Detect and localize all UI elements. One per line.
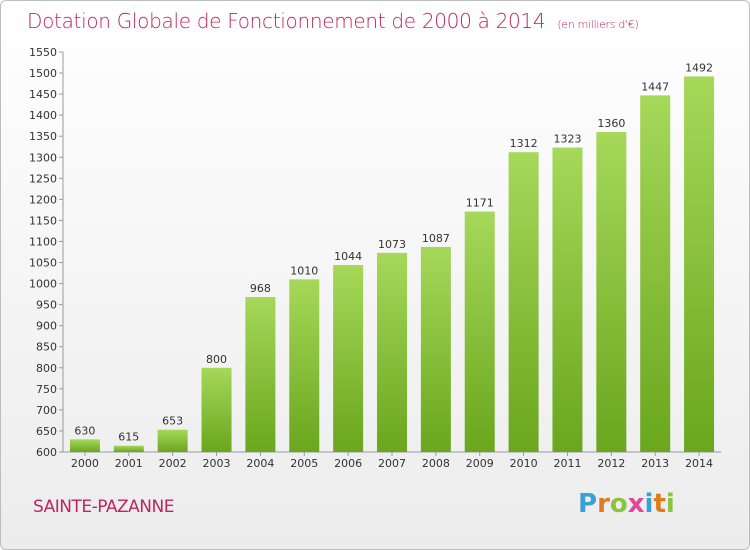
logo-letter: o [609, 489, 628, 519]
bar-2010 [508, 152, 539, 453]
bar-2004 [245, 297, 276, 452]
x-tick-label: 2004 [246, 457, 274, 470]
y-tick-label: 1050 [29, 257, 57, 270]
commune-name: SAINTE-PAZANNE [33, 497, 174, 517]
x-tick-label: 2008 [422, 457, 450, 470]
bar-2000 [69, 439, 100, 452]
x-tick-label: 2005 [290, 457, 318, 470]
y-tick-label: 950 [36, 299, 57, 312]
bar-value-label: 615 [118, 431, 139, 444]
y-tick-label: 1150 [29, 214, 57, 227]
logo-letter: i [665, 489, 675, 519]
bar-value-label: 968 [250, 282, 271, 295]
bar-value-label: 1171 [466, 197, 494, 210]
y-tick-label: 750 [36, 383, 57, 396]
bar-2002 [157, 429, 188, 452]
x-tick-label: 2009 [466, 457, 494, 470]
y-tick-label: 1000 [29, 278, 57, 291]
x-tick-label: 2010 [510, 457, 538, 470]
y-tick-label: 1550 [29, 46, 57, 59]
x-tick-label: 2013 [641, 457, 669, 470]
chart-bars: 630 615 653 800 968 1010 1044 1073 1087 1171 1312 1… [69, 61, 715, 453]
x-tick-label: 2003 [203, 457, 231, 470]
logo-letter: i [644, 489, 654, 519]
x-tick-label: 2002 [159, 457, 187, 470]
bar-2008 [420, 246, 451, 452]
y-tick-label: 850 [36, 341, 57, 354]
bar-2003 [201, 367, 232, 452]
logo-letter: x [627, 489, 645, 519]
bar-2011 [552, 147, 583, 452]
y-tick-label: 1350 [29, 130, 57, 143]
bar-2005 [289, 279, 320, 452]
bar-2012 [596, 132, 627, 452]
x-tick-label: 2000 [71, 457, 99, 470]
bar-2001 [113, 445, 144, 452]
x-tick-label: 2011 [553, 457, 581, 470]
x-tick-label: 2012 [597, 457, 625, 470]
bar-value-label: 800 [206, 353, 227, 366]
bar-value-label: 1044 [334, 250, 362, 263]
y-tick-label: 1100 [29, 235, 57, 248]
bar-value-label: 630 [74, 424, 95, 437]
y-tick-label: 1500 [29, 67, 57, 80]
y-tick-label: 700 [36, 404, 57, 417]
x-tick-label: 2014 [685, 457, 713, 470]
chart-title-text: Dotation Globale de Fonctionnement de 20… [27, 9, 546, 33]
bar-value-label: 1360 [597, 117, 625, 130]
y-tick-label: 1250 [29, 172, 57, 185]
bar-value-label: 1447 [641, 80, 669, 93]
bar-2009 [464, 211, 495, 452]
bar-value-label: 653 [162, 415, 183, 428]
y-tick-label: 800 [36, 362, 57, 375]
y-tick-label: 650 [36, 425, 57, 438]
bar-2007 [377, 252, 407, 452]
y-tick-label: 900 [36, 320, 57, 333]
y-tick-label: 1200 [29, 193, 57, 206]
y-tick-label: 600 [36, 446, 57, 459]
bar-value-label: 1073 [378, 238, 406, 251]
logo-letter: r [597, 489, 610, 519]
chart-axes: 600 650 700 750 800 850 900 950 1000 1050 1100 1150… [29, 46, 721, 470]
bar-2014 [684, 76, 715, 452]
bar-2013 [640, 95, 671, 453]
bar-value-label: 1010 [290, 264, 318, 277]
x-tick-label: 2001 [115, 457, 143, 470]
y-tick-label: 1400 [29, 109, 57, 122]
x-tick-label: 2006 [334, 457, 362, 470]
bar-value-label: 1492 [685, 61, 713, 74]
logo-letter: t [653, 489, 666, 519]
bar-2006 [333, 265, 364, 452]
bar-value-label: 1312 [510, 137, 538, 150]
y-tick-label: 1450 [29, 88, 57, 101]
bar-value-label: 1323 [553, 133, 581, 146]
x-tick-label: 2007 [378, 457, 406, 470]
chart-title: Dotation Globale de Fonctionnement de 20… [27, 9, 639, 33]
y-tick-label: 1300 [29, 151, 57, 164]
logo-letter: P [578, 489, 598, 519]
chart-subtitle: (en milliers d'€) [557, 18, 639, 31]
proxiti-logo: Proxiti [578, 489, 675, 519]
bar-value-label: 1087 [422, 232, 450, 245]
